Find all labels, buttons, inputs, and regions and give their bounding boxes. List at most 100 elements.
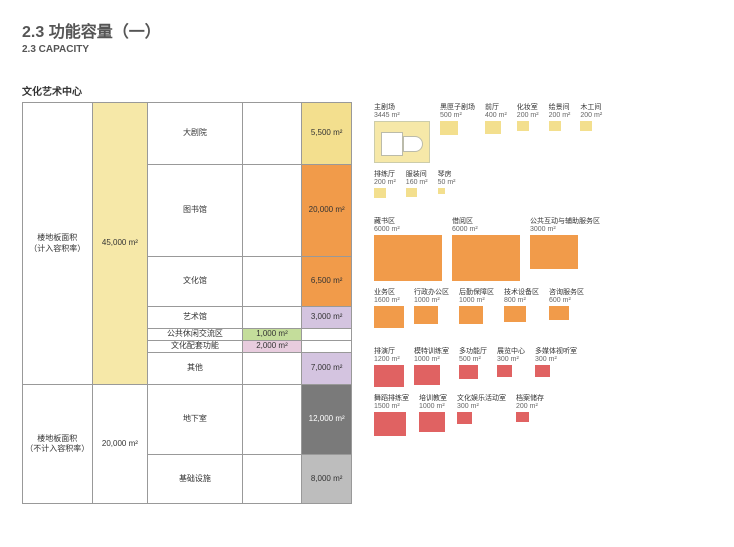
table-cell: 文化馆 bbox=[148, 257, 241, 307]
area-box-item: 技术设备区800 m² bbox=[504, 287, 539, 322]
box-area: 300 m² bbox=[535, 356, 577, 363]
box-area: 600 m² bbox=[549, 297, 584, 304]
area-box bbox=[374, 306, 404, 328]
area-box bbox=[549, 306, 569, 320]
box-area: 1000 m² bbox=[414, 297, 449, 304]
table-cell: 2,000 m² bbox=[243, 341, 302, 353]
box-label: 排演厅 bbox=[374, 346, 404, 356]
area-box bbox=[374, 121, 430, 163]
table-cell bbox=[243, 257, 302, 307]
area-box-item: 咨询服务区600 m² bbox=[549, 287, 584, 320]
area-box-item: 琴房50 m² bbox=[438, 169, 456, 194]
area-box-item: 借阅区6000 m² bbox=[452, 216, 520, 281]
box-label: 文化娱乐活动室 bbox=[457, 393, 506, 403]
box-label: 排练厅 bbox=[374, 169, 396, 179]
area-box bbox=[549, 121, 561, 131]
area-box bbox=[440, 121, 458, 135]
area-box-item: 黑匣子剧场500 m² bbox=[440, 102, 475, 135]
box-area: 500 m² bbox=[459, 356, 487, 363]
table-cell bbox=[243, 353, 302, 385]
box-area: 1000 m² bbox=[459, 297, 494, 304]
box-label: 服装间 bbox=[406, 169, 428, 179]
box-area: 1000 m² bbox=[419, 403, 447, 410]
table-cell bbox=[243, 165, 302, 257]
table-cell: 文化配套功能 bbox=[148, 341, 241, 353]
box-area: 200 m² bbox=[516, 403, 544, 410]
area-box-item: 文化娱乐活动室300 m² bbox=[457, 393, 506, 424]
table-cell: 20,000 m² bbox=[302, 165, 351, 257]
box-label: 借阅区 bbox=[452, 216, 520, 226]
area-box bbox=[374, 412, 406, 436]
area-box bbox=[452, 235, 520, 281]
table-cell: 基础设施 bbox=[148, 455, 241, 503]
title-cn: 2.3 功能容量（一） bbox=[22, 18, 712, 42]
box-area: 3000 m² bbox=[530, 226, 600, 233]
box-label: 公共互动与辅助服务区 bbox=[530, 216, 600, 226]
area-box bbox=[414, 365, 440, 385]
table-cell: 20,000 m² bbox=[93, 385, 148, 503]
box-area: 200 m² bbox=[374, 179, 396, 186]
area-box-item: 展览中心300 m² bbox=[497, 346, 525, 377]
table-cell: 45,000 m² bbox=[93, 103, 148, 385]
area-box bbox=[504, 306, 526, 322]
table-cell: 7,000 m² bbox=[302, 353, 351, 385]
box-label: 展览中心 bbox=[497, 346, 525, 356]
table-cell: 6,500 m² bbox=[302, 257, 351, 307]
table-cell: 楼地板面积（计入容积率） bbox=[23, 103, 92, 385]
area-box-item: 绘景间200 m² bbox=[549, 102, 571, 131]
table-cell bbox=[302, 341, 351, 353]
area-box bbox=[459, 306, 483, 324]
box-area: 50 m² bbox=[438, 179, 456, 186]
box-label: 黑匣子剧场 bbox=[440, 102, 475, 112]
table-cell: 12,000 m² bbox=[302, 385, 351, 455]
box-label: 技术设备区 bbox=[504, 287, 539, 297]
box-area: 400 m² bbox=[485, 112, 507, 119]
box-label: 琴房 bbox=[438, 169, 456, 179]
box-label: 行政办公区 bbox=[414, 287, 449, 297]
table-cell: 公共休闲交流区 bbox=[148, 329, 241, 341]
area-box bbox=[374, 365, 404, 387]
area-box bbox=[438, 188, 445, 194]
area-boxes: 主剧场3445 m²黑匣子剧场500 m²前厅400 m²化妆室200 m²绘景… bbox=[374, 102, 712, 504]
area-box bbox=[530, 235, 578, 269]
area-box bbox=[459, 365, 478, 379]
area-box-item: 多功能厅500 m² bbox=[459, 346, 487, 379]
area-box bbox=[414, 306, 438, 324]
box-label: 培训教室 bbox=[419, 393, 447, 403]
area-box-item: 多媒体视听室300 m² bbox=[535, 346, 577, 377]
area-box-item: 舞蹈排练室1500 m² bbox=[374, 393, 409, 436]
table-cell: 艺术馆 bbox=[148, 307, 241, 329]
table-cell: 其他 bbox=[148, 353, 241, 385]
area-box bbox=[517, 121, 529, 131]
area-box bbox=[580, 121, 592, 131]
area-box-item: 化妆室200 m² bbox=[517, 102, 539, 131]
box-area: 200 m² bbox=[517, 112, 539, 119]
box-area: 1000 m² bbox=[414, 356, 449, 363]
box-area: 500 m² bbox=[440, 112, 475, 119]
table-cell bbox=[243, 455, 302, 503]
area-box-item: 服装间160 m² bbox=[406, 169, 428, 197]
box-area: 1200 m² bbox=[374, 356, 404, 363]
area-box bbox=[419, 412, 445, 432]
area-box-item: 后勤保障区1000 m² bbox=[459, 287, 494, 324]
box-label: 咨询服务区 bbox=[549, 287, 584, 297]
box-area: 300 m² bbox=[457, 403, 506, 410]
area-box-item: 公共互动与辅助服务区3000 m² bbox=[530, 216, 600, 269]
box-label: 藏书区 bbox=[374, 216, 442, 226]
box-area: 200 m² bbox=[549, 112, 571, 119]
table-cell bbox=[302, 329, 351, 341]
title-en: 2.3 CAPACITY bbox=[22, 44, 712, 55]
area-box bbox=[374, 188, 386, 198]
area-box bbox=[374, 235, 442, 281]
box-area: 1600 m² bbox=[374, 297, 404, 304]
area-box bbox=[457, 412, 472, 424]
area-box-item: 藏书区6000 m² bbox=[374, 216, 442, 281]
area-box-item: 木工间200 m² bbox=[580, 102, 602, 131]
area-box-item: 排演厅1200 m² bbox=[374, 346, 404, 387]
table-cell: 图书馆 bbox=[148, 165, 241, 257]
area-box-item: 主剧场3445 m² bbox=[374, 102, 430, 163]
box-label: 模特训练室 bbox=[414, 346, 449, 356]
box-label: 多功能厅 bbox=[459, 346, 487, 356]
box-label: 主剧场 bbox=[374, 102, 430, 112]
box-label: 前厅 bbox=[485, 102, 507, 112]
